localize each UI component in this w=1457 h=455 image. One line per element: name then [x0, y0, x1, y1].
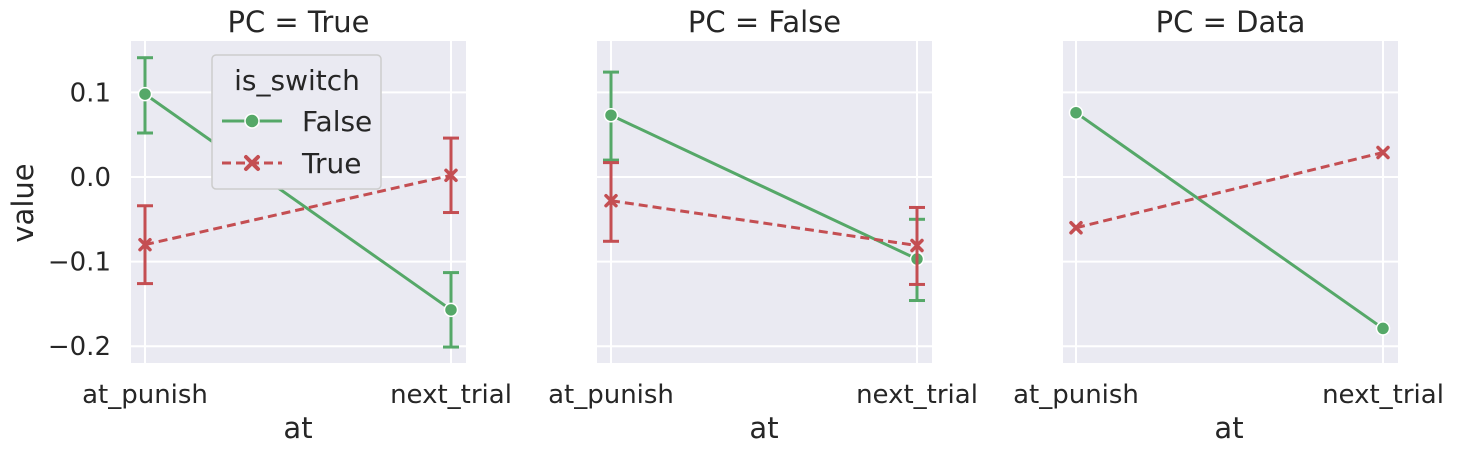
panel-background — [1063, 41, 1398, 363]
data-point — [910, 238, 924, 253]
data-point — [1068, 105, 1084, 120]
data-point — [1069, 221, 1083, 235]
series-line — [144, 92, 452, 312]
series-line — [610, 113, 918, 261]
y-tick-label: −0.2 — [48, 332, 111, 362]
legend-title: is_switch — [234, 64, 360, 97]
x-tick-label: next_trial — [1322, 380, 1444, 410]
y-tick-label: −0.1 — [48, 248, 111, 278]
series-true — [1069, 145, 1390, 235]
legend-frame — [211, 54, 382, 190]
x-tick-label: next_trial — [856, 380, 978, 410]
data-point — [1375, 321, 1391, 336]
panel-2: at_punish next_trial PC = False — [548, 5, 978, 410]
x-tick-label: next_trial — [390, 380, 512, 410]
panel-title: PC = True — [227, 5, 369, 39]
data-point — [137, 86, 153, 102]
data-point — [1376, 145, 1390, 160]
x-tick-label: at_punish — [82, 380, 208, 410]
series-line — [144, 173, 452, 247]
y-axis-label: value — [6, 163, 40, 242]
series-false — [137, 56, 459, 349]
panel-title: PC = False — [688, 5, 841, 39]
x-axis-label-3: at — [1214, 411, 1243, 445]
x-tick-label: at_punish — [548, 380, 674, 410]
data-point — [603, 107, 619, 123]
series-true — [137, 136, 459, 286]
series-line — [610, 199, 918, 248]
panel-background — [597, 41, 932, 363]
y-tick-label: 0.0 — [70, 163, 111, 193]
x-tick-label: at_punish — [1013, 380, 1139, 410]
data-point — [443, 302, 459, 318]
panel-title: PC = Data — [1156, 5, 1306, 39]
data-point — [444, 168, 458, 183]
series-false — [1068, 105, 1391, 336]
panel-3: at_punish next_trial PC = Data — [1013, 5, 1444, 410]
legend-marker-false — [244, 113, 260, 129]
data-point — [604, 193, 618, 208]
legend-marker-true — [244, 155, 260, 171]
data-point — [138, 237, 152, 252]
x-axis-label-2: at — [749, 411, 778, 445]
y-tick-label: 0.1 — [70, 78, 111, 108]
series-line — [1075, 111, 1384, 330]
legend-label-false: False — [302, 105, 372, 138]
x-axis-label-1: at — [283, 411, 312, 445]
legend-label-true: True — [301, 147, 361, 180]
series-true — [603, 161, 925, 286]
legend: is_switch False True — [211, 54, 382, 190]
series-line — [1075, 151, 1384, 230]
